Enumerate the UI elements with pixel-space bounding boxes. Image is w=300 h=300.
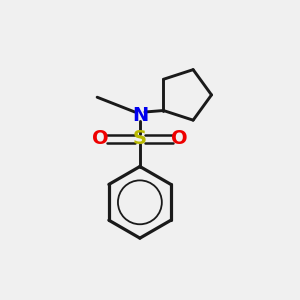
Text: S: S — [133, 129, 147, 148]
Text: O: O — [171, 129, 188, 148]
Text: N: N — [132, 106, 148, 125]
Text: O: O — [92, 129, 109, 148]
